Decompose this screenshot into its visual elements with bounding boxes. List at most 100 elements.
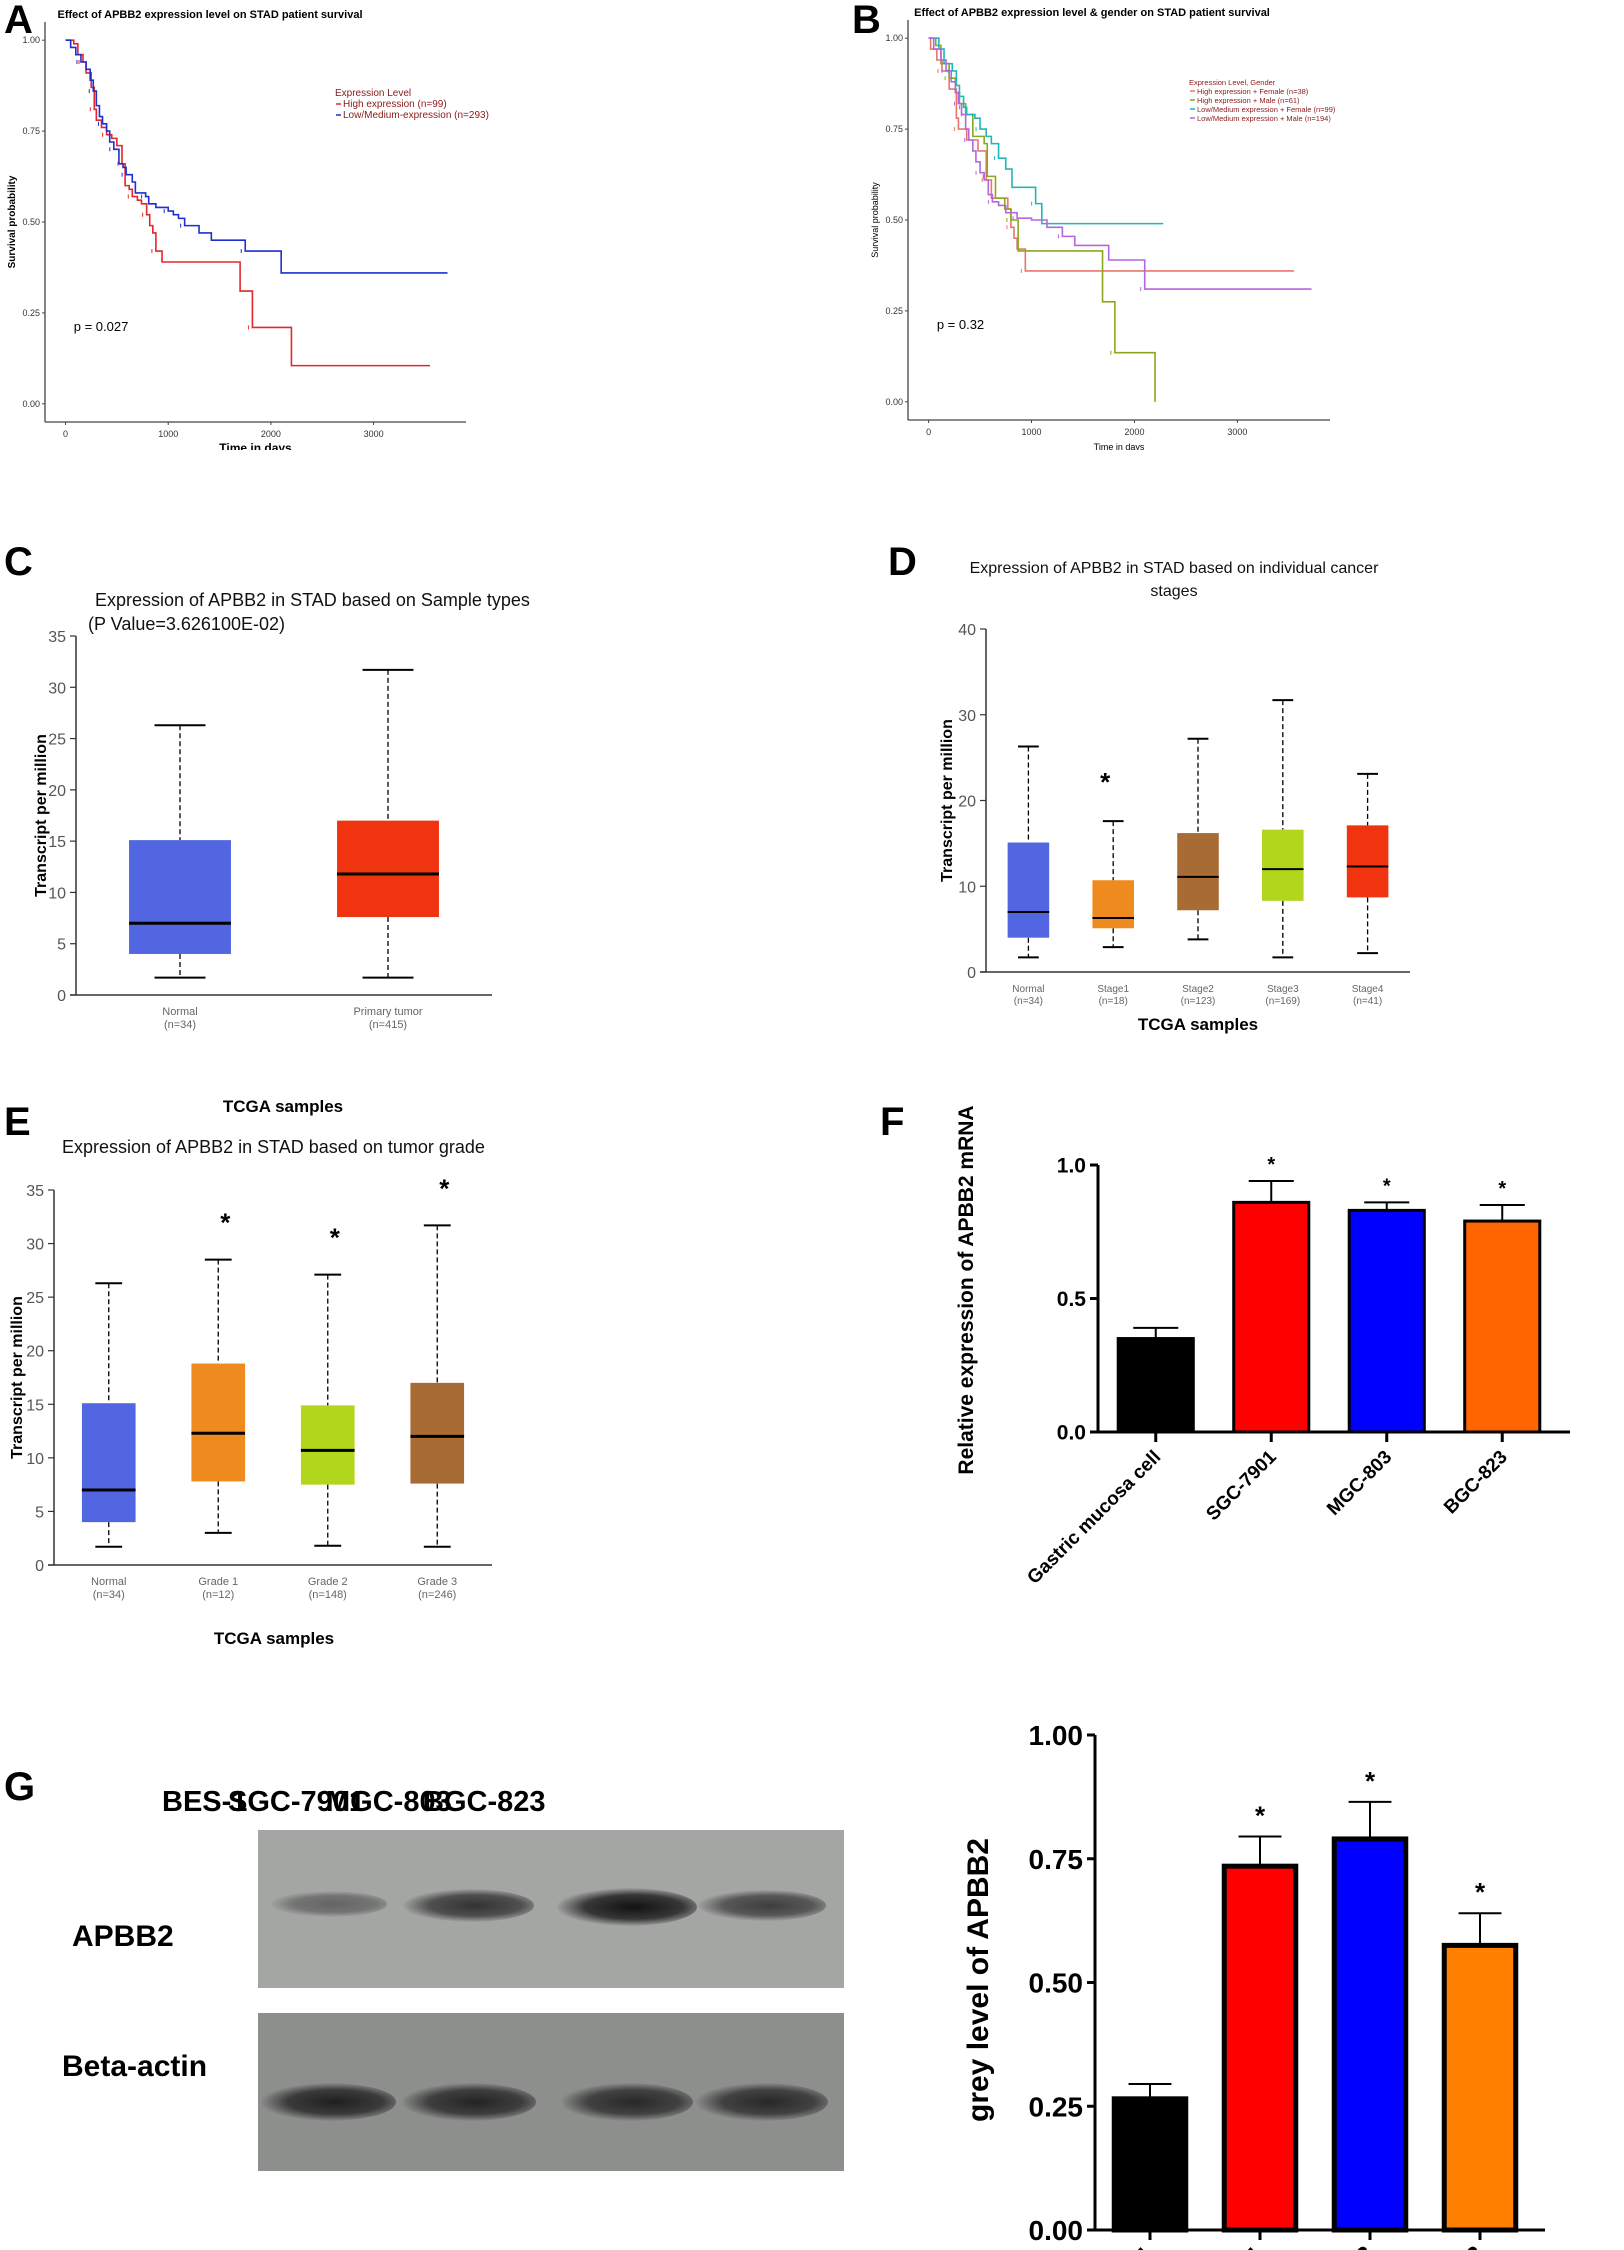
chart-title: Expression of APBB2 in STAD based on tum… bbox=[62, 1137, 485, 1157]
y-tick-label: 20 bbox=[958, 794, 976, 811]
box-0 bbox=[1007, 842, 1050, 938]
category-label: Stage3 bbox=[1267, 984, 1299, 995]
legend-entry: High expression + Male (n=61) bbox=[1197, 96, 1300, 105]
x-axis-label: TCGA samples bbox=[214, 1629, 334, 1648]
chart-title: Effect of APBB2 expression level on STAD… bbox=[57, 9, 362, 21]
x-tick-label: 0 bbox=[926, 427, 931, 437]
panel-label-a: A bbox=[4, 0, 33, 42]
blot-band bbox=[560, 2083, 694, 2121]
category-n: (n=123) bbox=[1181, 996, 1216, 1007]
box-4 bbox=[1346, 825, 1389, 898]
row-label-apbb2: APBB2 bbox=[72, 1920, 174, 1953]
y-tick-label: 1.00 bbox=[885, 33, 903, 43]
box-0 bbox=[129, 840, 231, 954]
x-tick-label: 1000 bbox=[1021, 427, 1041, 437]
y-tick-label: 0.75 bbox=[22, 126, 40, 136]
blot-membrane-apbb2 bbox=[258, 1830, 844, 1988]
category-n: (n=18) bbox=[1099, 996, 1128, 1007]
y-axis-label: grey level of APBB2 bbox=[962, 1838, 995, 2122]
y-tick-label: 0.50 bbox=[1029, 1968, 1084, 1999]
y-tick-label: 10 bbox=[958, 879, 976, 896]
y-tick-label: 10 bbox=[48, 885, 66, 902]
significance-star: * bbox=[439, 1173, 450, 1203]
survival-curve-1 bbox=[65, 39, 448, 274]
y-tick-label: 15 bbox=[26, 1397, 44, 1414]
y-tick-label: 20 bbox=[48, 783, 66, 800]
bar-chart-mrna: 0.0 0.5 1.0 Gastric mucosa cell * SGC-7901 * MG… bbox=[955, 1105, 1570, 1588]
y-tick-label: 1.0 bbox=[1057, 1155, 1086, 1178]
p-value-annotation: p = 0.027 bbox=[74, 319, 129, 334]
panel-label-g: G bbox=[4, 1765, 36, 1809]
y-axis-label: Relative expression of APBB2 mRNA bbox=[955, 1105, 978, 1474]
y-axis-label: Transcript per million bbox=[9, 1296, 26, 1459]
significance-star: * bbox=[1267, 1154, 1275, 1176]
survival-chart-a: Effect of APBB2 expression level on STAD… bbox=[7, 9, 489, 450]
boxplot-tumor-grade: Expression of APBB2 in STAD based on tum… bbox=[9, 1137, 492, 1648]
category-label: BGC-823 bbox=[1396, 2240, 1490, 2250]
category-label: Normal bbox=[162, 1006, 197, 1018]
x-tick-label: 1000 bbox=[158, 429, 178, 439]
category-n: (n=169) bbox=[1265, 996, 1300, 1007]
blot-membrane-beta-actin bbox=[258, 2013, 844, 2171]
y-tick-label: 40 bbox=[958, 622, 976, 639]
category-label: Grade 3 bbox=[417, 1576, 457, 1588]
chart-subtitle: stages bbox=[1150, 583, 1197, 600]
lane-label: MGC-803 bbox=[326, 1786, 452, 1818]
y-tick-label: 5 bbox=[57, 937, 66, 954]
category-label: BES-1 bbox=[1088, 2240, 1160, 2250]
blot-band bbox=[403, 1889, 535, 1923]
y-tick-label: 0.25 bbox=[885, 306, 903, 316]
category-label: Stage2 bbox=[1182, 984, 1214, 995]
box-1 bbox=[191, 1363, 246, 1482]
legend-entry: High expression + Female (n=38) bbox=[1197, 87, 1309, 96]
y-tick-label: 0.0 bbox=[1057, 1422, 1086, 1445]
category-label: Stage4 bbox=[1352, 984, 1384, 995]
x-axis-label: TCGA samples bbox=[223, 1097, 343, 1116]
box-2 bbox=[1177, 833, 1219, 911]
panel-label-d: D bbox=[888, 540, 917, 584]
survival-chart-b: Effect of APBB2 expression level & gende… bbox=[870, 7, 1336, 450]
significance-star: * bbox=[1100, 767, 1111, 797]
y-tick-label: 0.50 bbox=[885, 215, 903, 225]
lane-label: BGC-823 bbox=[423, 1786, 546, 1818]
y-tick-label: 30 bbox=[26, 1237, 44, 1254]
x-tick-label: 2000 bbox=[261, 429, 281, 439]
bar-3 bbox=[1463, 1219, 1542, 1434]
x-axis-label: TCGA samples bbox=[1138, 1015, 1258, 1034]
legend-entry: Low/Medium expression + Female (n=99) bbox=[1197, 105, 1336, 114]
significance-star: * bbox=[220, 1208, 231, 1238]
chart-title: Expression of APBB2 in STAD based on Sam… bbox=[95, 590, 530, 610]
y-tick-label: 0 bbox=[35, 1558, 44, 1575]
category-label: BGC-823 bbox=[1440, 1447, 1512, 1519]
y-axis-label: Transcript per million bbox=[939, 719, 956, 882]
category-label: Grade 1 bbox=[198, 1576, 238, 1588]
category-n: (n=12) bbox=[202, 1589, 234, 1601]
significance-star: * bbox=[330, 1223, 341, 1253]
y-tick-label: 35 bbox=[48, 629, 66, 646]
box-3 bbox=[410, 1382, 465, 1484]
blot-band bbox=[557, 1888, 698, 1926]
blot-band bbox=[697, 1889, 826, 1922]
box-0 bbox=[81, 1403, 136, 1523]
x-tick-label: 0 bbox=[63, 429, 68, 439]
boxplot-cancer-stages: Expression of APBB2 in STAD based on ind… bbox=[939, 560, 1410, 1034]
y-tick-label: 0.25 bbox=[1029, 2091, 1084, 2122]
blot-band bbox=[695, 2083, 829, 2121]
box-1 bbox=[337, 820, 439, 918]
category-n: (n=246) bbox=[418, 1589, 456, 1601]
panel-label-f: F bbox=[880, 1100, 905, 1144]
bar-chart-grey-level: 0.00 0.25 0.50 0.75 1.00 BES-1 * SGC-7901 * MGC-8… bbox=[962, 1720, 1545, 2250]
survival-curve-2 bbox=[928, 37, 1164, 225]
p-value-annotation: p = 0.32 bbox=[937, 317, 984, 332]
blot-band bbox=[401, 2083, 536, 2121]
legend-entry: Low/Medium-expression (n=293) bbox=[343, 110, 489, 121]
bar-0 bbox=[1116, 1337, 1195, 1434]
survival-curve-0 bbox=[65, 39, 431, 367]
y-tick-label: 30 bbox=[958, 708, 976, 725]
panel-label-c: C bbox=[4, 540, 33, 584]
y-tick-label: 0.00 bbox=[22, 399, 40, 409]
category-label: Primary tumor bbox=[353, 1006, 422, 1018]
category-n: (n=34) bbox=[1014, 996, 1043, 1007]
significance-star: * bbox=[1498, 1178, 1506, 1200]
x-axis-label: Time in days bbox=[219, 441, 292, 450]
